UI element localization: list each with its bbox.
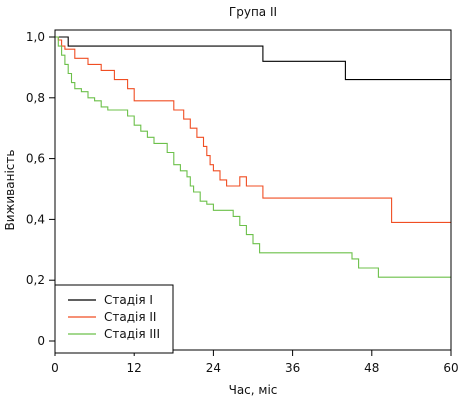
x-tick-label: 12: [127, 361, 142, 375]
series-line-stage-2: [55, 36, 451, 223]
x-tick-label: 48: [364, 361, 379, 375]
legend-label: Стадія I: [104, 293, 153, 307]
chart-title: Група II: [229, 5, 277, 19]
plot-frame: [54, 29, 452, 351]
y-axis: 0 0,2 0,4 0,6 0,8 1,0: [26, 30, 55, 348]
y-axis-label: Виживаність: [3, 150, 17, 231]
x-tick-label: 36: [285, 361, 300, 375]
x-axis: 0 12 24 36 48 60: [51, 350, 459, 375]
y-tick-label: 1,0: [26, 30, 45, 44]
legend-items: Стадія I Стадія II Стадія III: [68, 293, 160, 341]
plot-lines: [55, 36, 451, 278]
series-line-stage-1: [55, 36, 451, 81]
y-tick-label: 0,8: [26, 91, 45, 105]
x-tick-label: 60: [443, 361, 458, 375]
legend-label: Стадія II: [104, 310, 156, 324]
legend-box: [54, 284, 174, 354]
x-axis-label: Час, міс: [229, 383, 278, 397]
y-tick-label: 0,2: [26, 273, 45, 287]
y-tick-label: 0: [37, 334, 45, 348]
legend: Стадія I Стадія II Стадія III: [54, 284, 174, 354]
y-tick-label: 0,4: [26, 212, 45, 226]
x-tick-label: 24: [206, 361, 221, 375]
y-tick-label: 0,6: [26, 152, 45, 166]
series-line-stage-3: [55, 36, 451, 278]
legend-label: Стадія III: [104, 327, 160, 341]
x-tick-label: 0: [51, 361, 59, 375]
